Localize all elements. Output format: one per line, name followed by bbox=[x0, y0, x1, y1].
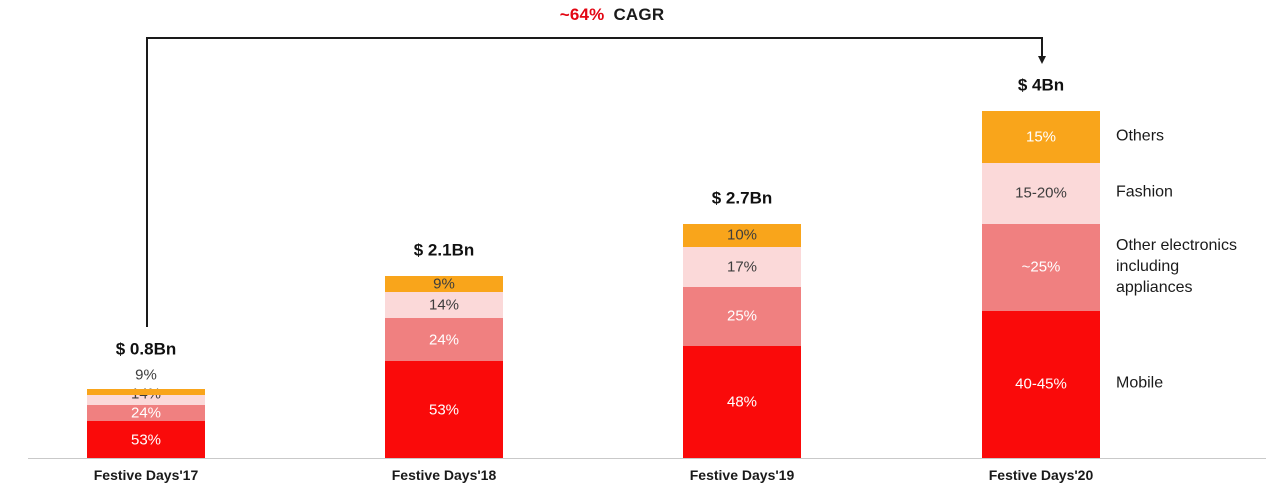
segment-value-others: 15% bbox=[1025, 128, 1057, 146]
legend-label-mobile: Mobile bbox=[1116, 374, 1164, 392]
arrow-down-icon bbox=[1037, 56, 1046, 64]
segment-value-others: 9% bbox=[135, 366, 157, 384]
bar-segment-others bbox=[87, 388, 205, 395]
bar-segment-others bbox=[982, 111, 1100, 164]
bar-segment-fashion bbox=[87, 394, 205, 405]
segment-value-others: 10% bbox=[726, 226, 758, 244]
segment-value-other-electronics-including-appliances: ~25% bbox=[1021, 258, 1061, 276]
bar-segment-others bbox=[683, 223, 801, 248]
cagr-bracket-right bbox=[1041, 37, 1043, 57]
bar-segment-mobile bbox=[385, 361, 503, 458]
total-value-label: $ 2.1Bn bbox=[413, 240, 475, 260]
segment-value-fashion: 14% bbox=[428, 296, 460, 314]
cagr-bracket-horizontal bbox=[146, 37, 1041, 39]
category-label: Festive Days'19 bbox=[689, 467, 795, 483]
bar-segment-mobile bbox=[683, 345, 801, 458]
segment-value-mobile: 48% bbox=[726, 393, 758, 411]
total-value-label: $ 2.7Bn bbox=[711, 188, 773, 208]
bar-segment-fashion bbox=[683, 247, 801, 287]
segment-value-other-electronics-including-appliances: 24% bbox=[428, 331, 460, 349]
cagr-label: CAGR bbox=[613, 5, 665, 24]
bar-segment-fashion bbox=[982, 163, 1100, 224]
cagr-annotation: ~64% CAGR bbox=[0, 5, 1224, 25]
cagr-bracket-left bbox=[146, 37, 148, 327]
bar-segment-mobile bbox=[87, 421, 205, 458]
bar-segment-fashion bbox=[385, 292, 503, 318]
bar-segment-other-electronics-including-appliances bbox=[87, 404, 205, 422]
segment-value-fashion: 17% bbox=[726, 258, 758, 276]
category-label: Festive Days'17 bbox=[93, 467, 199, 483]
category-label: Festive Days'18 bbox=[391, 467, 497, 483]
bar-segment-mobile bbox=[982, 310, 1100, 458]
segment-value-fashion: 15-20% bbox=[1015, 184, 1067, 202]
cagr-value: ~64% bbox=[559, 5, 605, 24]
legend-label-fashion: Fashion bbox=[1116, 184, 1173, 202]
bar-segment-other-electronics-including-appliances bbox=[385, 317, 503, 362]
bar-segment-other-electronics-including-appliances bbox=[683, 287, 801, 346]
segment-value-other-electronics-including-appliances: 25% bbox=[726, 307, 758, 325]
segment-value-mobile: 53% bbox=[130, 431, 162, 449]
x-axis-line bbox=[28, 458, 1266, 459]
total-value-label: $ 4Bn bbox=[1017, 75, 1065, 95]
legend-label-other-electronics-including-appliances: Other electronics including appliances bbox=[1116, 236, 1237, 296]
bar-segment-others bbox=[385, 275, 503, 293]
segment-value-mobile: 40-45% bbox=[1015, 375, 1067, 393]
segment-value-mobile: 53% bbox=[428, 401, 460, 419]
bar-segment-other-electronics-including-appliances bbox=[982, 223, 1100, 311]
segment-value-other-electronics-including-appliances: 24% bbox=[130, 404, 162, 422]
legend-label-others: Others bbox=[1116, 127, 1165, 145]
total-value-label: $ 0.8Bn bbox=[115, 339, 177, 359]
category-label: Festive Days'20 bbox=[988, 467, 1094, 483]
segment-value-others: 9% bbox=[433, 275, 455, 293]
